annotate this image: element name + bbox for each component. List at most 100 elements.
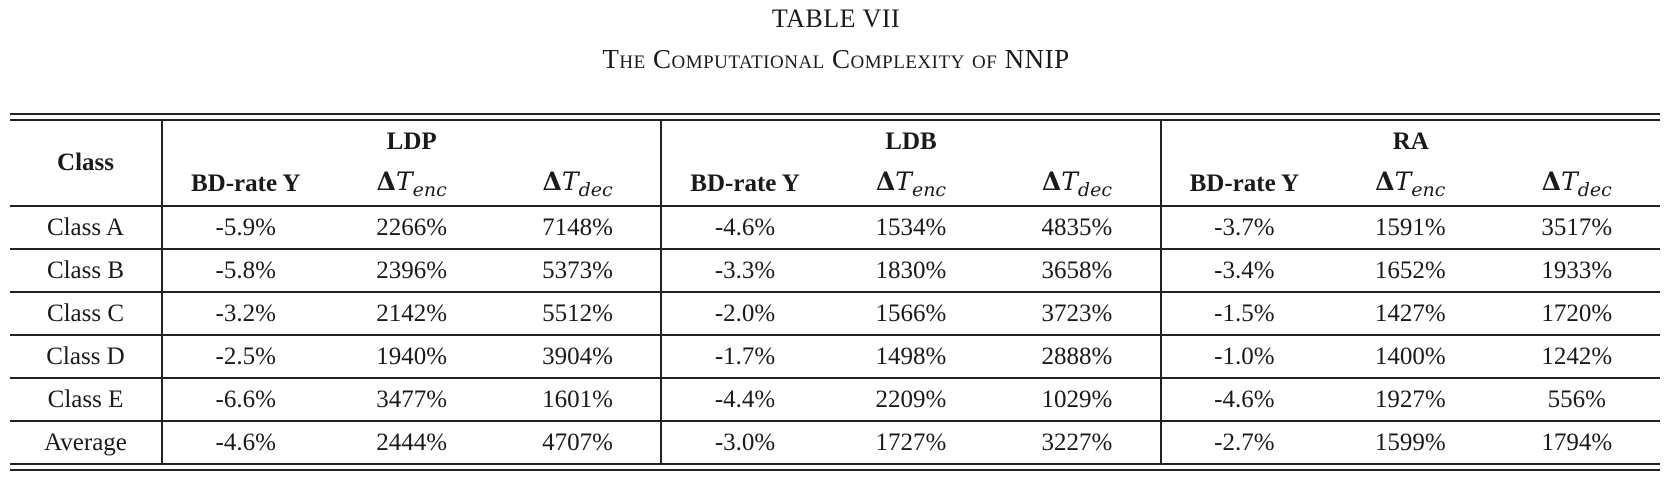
row-label: Class D — [10, 335, 163, 379]
delta-symbol: Δ — [1041, 167, 1062, 196]
t-symbol: T — [561, 167, 579, 196]
table-cell: 5373% — [494, 249, 663, 293]
table-cell: 1830% — [827, 249, 995, 293]
table-cell: -4.6% — [661, 206, 828, 250]
subheader-delta-t-enc-ldb: ΔTenc — [827, 163, 995, 207]
table-cell: -3.7% — [1160, 206, 1328, 250]
table-cell: 4707% — [494, 421, 663, 463]
table-cell: 1534% — [827, 206, 995, 250]
table-row: Class A -5.9% 2266% 7148% -4.6% 1534% 4835% -3.… — [10, 206, 1660, 250]
table-cell: 556% — [1493, 378, 1660, 422]
table-cell: -5.9% — [162, 206, 329, 250]
group-header-ra: RA — [1392, 128, 1429, 155]
table-cell: 1940% — [328, 335, 495, 379]
table-cell: 1727% — [875, 428, 947, 456]
group-header-ldp: LDP — [162, 121, 663, 163]
top-rule — [10, 113, 1660, 121]
table-cell: -4.6% — [215, 428, 276, 456]
subheader-delta-t-dec-ldp: ΔTdec — [494, 163, 663, 207]
table-cell: 1794% — [1541, 428, 1613, 456]
table-cell: 3723% — [994, 292, 1162, 336]
row-label: Average — [10, 421, 163, 463]
table-cell: -3.2% — [162, 292, 329, 336]
table-cell: -3.3% — [661, 249, 828, 293]
table-cell: 1427% — [1327, 292, 1494, 336]
table-cell: 1242% — [1493, 335, 1660, 379]
t-symbol: T — [895, 167, 912, 196]
row-label: Class C — [10, 292, 163, 336]
table-cell: 3227% — [994, 421, 1162, 463]
table-body: Class A -5.9% 2266% 7148% -4.6% 1534% 4835% -3.… — [10, 206, 1660, 463]
table-cell: 2396% — [328, 249, 495, 293]
subscript-dec: dec — [1077, 179, 1112, 201]
table-number: TABLE VII — [771, 4, 901, 33]
subheader-delta-t-enc-ldp: ΔTenc — [328, 163, 495, 207]
table-cell: 1601% — [494, 378, 663, 422]
row-label: Class A — [10, 206, 163, 250]
class-header: Class — [10, 121, 163, 207]
table-cell: 1498% — [827, 335, 995, 379]
table-cell: -5.8% — [162, 249, 329, 293]
subscript-enc: enc — [911, 179, 947, 201]
table-row: Class B -5.8% 2396% 5373% -3.3% 1830% 3658% -3.… — [10, 249, 1660, 293]
table-cell: -4.4% — [661, 378, 828, 422]
table-row: Class D -2.5% 1940% 3904% -1.7% 1498% 2888% -1.… — [10, 335, 1660, 379]
table-row: Class C -3.2% 2142% 5512% -2.0% 1566% 3723% -1.… — [10, 292, 1660, 336]
table-cell: 2142% — [328, 292, 495, 336]
group-header-ldb: LDB — [661, 121, 1162, 163]
t-symbol: T — [1561, 167, 1578, 196]
table-row: Average -4.6% 2444% 4707% -3.0% 1727% 3227% -2.… — [10, 421, 1660, 463]
table-cell: 1599% — [1374, 428, 1446, 456]
table-cell: 3904% — [494, 335, 663, 379]
delta-symbol: Δ — [1541, 167, 1562, 196]
table-cell: 1566% — [827, 292, 995, 336]
table-cell: 2209% — [827, 378, 995, 422]
subscript-enc: enc — [1411, 179, 1446, 201]
table-cell: 1591% — [1327, 206, 1494, 250]
table-cell: 3658% — [994, 249, 1162, 293]
table-row: Class E -6.6% 3477% 1601% -4.4% 2209% 1029% -4.… — [10, 378, 1660, 422]
table-cell: 1029% — [994, 378, 1162, 422]
table-cell: 1927% — [1327, 378, 1494, 422]
subheader-delta-t-dec-ldb: ΔTdec — [994, 163, 1162, 207]
table-cell: -4.6% — [1160, 378, 1328, 422]
table-cell: -2.7% — [1214, 428, 1275, 456]
table-cell: 1652% — [1327, 249, 1494, 293]
subheader-bd-rate-ldb: BD-rate Y — [661, 163, 828, 207]
row-label: Class E — [10, 378, 163, 422]
table-cell: -1.0% — [1160, 335, 1328, 379]
bottom-rule — [10, 463, 1660, 471]
subscript-dec: dec — [578, 179, 613, 201]
table-cell: -1.7% — [661, 335, 828, 379]
subheader-delta-t-dec-ra: ΔTdec — [1493, 163, 1660, 207]
subscript-enc: enc — [412, 179, 447, 201]
delta-symbol: Δ — [875, 167, 896, 196]
row-label: Class B — [10, 249, 163, 293]
table-title: The Computational Complexity of NNIP — [602, 44, 1070, 74]
subheader-bd-rate-ldp: BD-rate Y — [162, 163, 329, 207]
table-cell: 3477% — [328, 378, 495, 422]
table-cell: 2444% — [376, 428, 448, 456]
table-cell: -2.5% — [162, 335, 329, 379]
t-symbol: T — [1394, 167, 1412, 196]
delta-symbol: Δ — [1375, 167, 1395, 196]
table-cell: -3.0% — [714, 428, 776, 456]
delta-symbol: Δ — [542, 167, 562, 196]
table-cell: -1.5% — [1160, 292, 1328, 336]
subheader-bd-rate-ra: BD-rate Y — [1160, 163, 1328, 207]
table-cell: 1400% — [1327, 335, 1494, 379]
t-symbol: T — [1061, 167, 1078, 196]
table-cell: 2266% — [328, 206, 495, 250]
complexity-table: Class LDP LDB RA BD-rate Y ΔTenc ΔTdec BD-r… — [10, 113, 1660, 471]
t-symbol: T — [395, 167, 413, 196]
group-header-row: Class LDP LDB RA — [10, 121, 1660, 207]
subheader-delta-t-enc-ra: ΔTenc — [1327, 163, 1494, 207]
table-cell: 2888% — [994, 335, 1162, 379]
delta-symbol: Δ — [376, 167, 396, 196]
data-table: Class LDP LDB RA BD-rate Y ΔTenc ΔTdec BD-r… — [10, 121, 1660, 463]
table-cell: -2.0% — [661, 292, 828, 336]
table-cell: 1933% — [1493, 249, 1660, 293]
table-cell: 1720% — [1493, 292, 1660, 336]
table-cell: -3.4% — [1160, 249, 1328, 293]
table-cell: 7148% — [494, 206, 663, 250]
